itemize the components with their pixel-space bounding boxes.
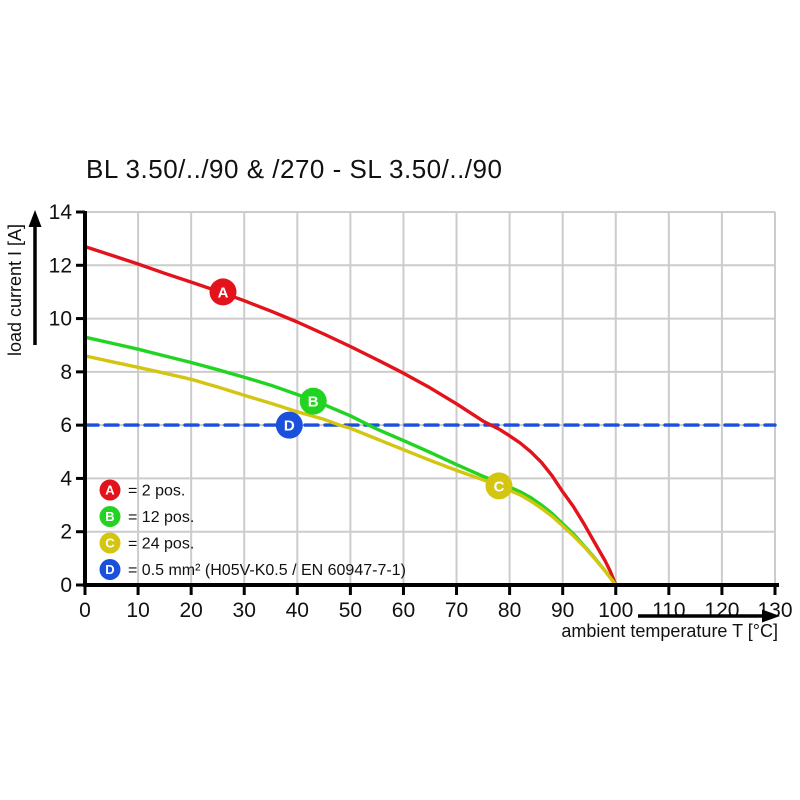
marker-letter-d: D (284, 418, 295, 435)
marker-c (485, 472, 513, 500)
y-tick-label: 12 (49, 254, 72, 277)
y-tick-label: 6 (60, 414, 72, 437)
marker-letter-b: B (308, 394, 319, 411)
y-tick-label: 10 (49, 308, 72, 331)
x-tick-label: 40 (286, 599, 309, 622)
curve-a (83, 244, 618, 587)
marker-d (275, 411, 303, 439)
marker-letter-c: C (494, 478, 505, 495)
x-axis-arrow-icon (638, 609, 780, 623)
y-tick-label: 8 (60, 361, 72, 384)
x-tick-label: 30 (233, 599, 256, 622)
legend-letter-b: B (105, 509, 114, 524)
y-tick-label: 14 (49, 201, 73, 224)
legend-marker-b (99, 506, 121, 527)
legend-letter-c: C (105, 536, 115, 551)
x-axis-label: ambient temperature T [°C] (561, 621, 778, 641)
legend-letter-d: D (105, 562, 114, 577)
marker-b (299, 387, 327, 415)
x-tick-label: 100 (598, 599, 633, 622)
y-tick-label: 2 (60, 521, 72, 544)
legend-label-b: = 12 pos. (128, 509, 194, 526)
chart-title: BL 3.50/../90 & /270 - SL 3.50/../90 (86, 154, 503, 184)
marker-letter-a: A (218, 284, 229, 301)
legend-label-c: = 24 pos. (128, 536, 194, 553)
x-tick-label: 10 (126, 599, 149, 622)
x-tick-label: 50 (339, 599, 362, 622)
y-tick-label: 0 (60, 574, 72, 597)
x-tick-label: 70 (445, 599, 468, 622)
x-tick-label: 20 (179, 599, 202, 622)
x-tick-label: 0 (79, 599, 91, 622)
marker-a (209, 278, 237, 306)
x-tick-label: 90 (551, 599, 574, 622)
legend-marker-d (99, 559, 121, 580)
legend-label-d: = 0.5 mm² (H05V-K0.5 / EN 60947-7-1) (128, 562, 406, 579)
x-tick-label: 60 (392, 599, 415, 622)
x-tick-label: 80 (498, 599, 521, 622)
curve-c (83, 354, 618, 587)
legend-label-a: = 2 pos. (128, 483, 185, 500)
legend-letter-a: A (105, 483, 115, 498)
legend-marker-a (99, 479, 121, 501)
y-tick-label: 4 (60, 467, 72, 490)
legend-marker-c (99, 532, 121, 554)
y-axis-arrow-icon (28, 210, 42, 345)
